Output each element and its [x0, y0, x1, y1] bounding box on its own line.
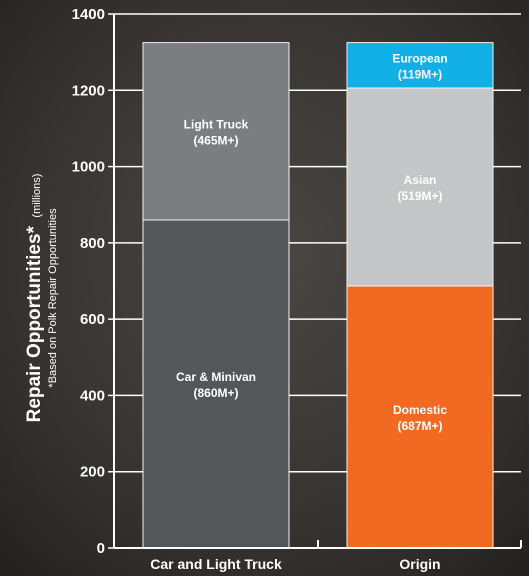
segment-name: Asian — [404, 173, 437, 187]
x-category-label: Origin — [399, 556, 440, 572]
y-axis-note: *Based on Polk Repair Opportunities — [47, 208, 59, 388]
y-tick-label: 800 — [80, 235, 105, 252]
bar-segment-light-truck — [142, 42, 290, 221]
segment-name: Light Truck — [184, 117, 249, 131]
y-tick-label: 1400 — [72, 6, 105, 23]
y-axis-label: Repair Opportunities* — [24, 225, 45, 422]
y-tick-label: 400 — [80, 387, 105, 404]
y-tick-label: 0 — [97, 540, 105, 557]
segment-value-label: (519M+) — [397, 189, 442, 203]
segment-value-label: (687M+) — [397, 419, 442, 433]
y-tick-label: 600 — [80, 311, 105, 328]
segment-name: Domestic — [393, 403, 447, 417]
bar-segment-asian — [346, 87, 494, 287]
y-axis-unit: (millions) — [31, 174, 43, 218]
svg-text:Repair Opportunities* (m: Repair Opportunities* (millions) — [24, 174, 45, 423]
segment-name: Car & Minivan — [176, 370, 256, 384]
bar-segment-european — [346, 42, 494, 89]
y-tick-label: 1200 — [72, 82, 105, 99]
segment-name: European — [392, 51, 447, 65]
x-category-label: Car and Light Truck — [150, 556, 282, 572]
labels: 0 200 400 600 800 1000 1200 1400 Car & Minivan (8… — [72, 6, 448, 572]
y-tick-label: 1000 — [72, 159, 105, 176]
segment-value-label: (860M+) — [193, 386, 238, 400]
y-axis-title: Repair Opportunities* (millions) *Based … — [24, 174, 59, 423]
y-tick-label: 200 — [80, 464, 105, 481]
axes — [108, 13, 522, 549]
segment-value-label: (465M+) — [193, 133, 238, 147]
segment-value-label: (119M+) — [398, 67, 442, 81]
